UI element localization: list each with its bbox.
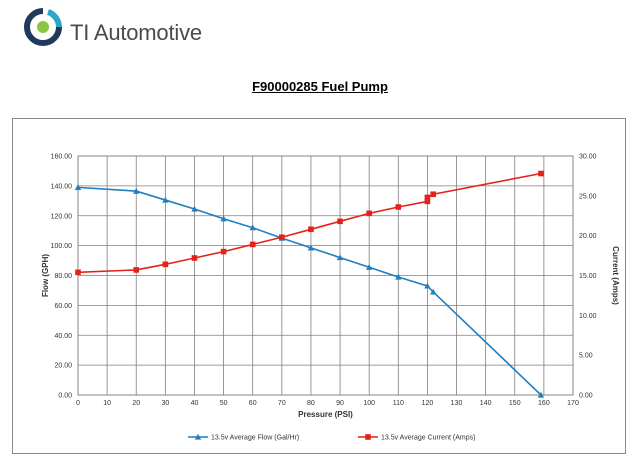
x-tick-label: 90 [336,400,344,407]
x-tick-label: 140 [480,400,492,407]
series-1-point [133,187,140,194]
page-title: F90000285 Fuel Pump [252,79,388,94]
series-2-point [395,204,402,210]
series-1-point [191,205,198,212]
chart-container: 0 10 20 30 40 50 60 70 80 90 100 110 120 130 140 150 160… [12,118,626,454]
series-line-2 [77,172,542,274]
x-tick-label: 60 [249,400,257,407]
legend-marker-2 [365,434,371,440]
x-tick-label: 100 [363,400,375,407]
series-1-point [307,244,315,251]
series-1-point [424,282,431,289]
x-tick-label: 0 [76,400,80,407]
x-tick-label: 80 [307,400,315,407]
series-2-point [308,226,314,233]
series-1-point [365,264,373,270]
x-tick-label: 10 [103,400,111,407]
x-tick-label: 40 [191,400,199,407]
y-right-tick-label: 25.00 [579,193,597,200]
series-2-point [424,194,431,201]
series-2-point [366,210,372,217]
y-left-tick-label: 20.00 [54,363,72,370]
x-tick-label: 50 [220,400,228,407]
series-2-point [337,218,343,225]
y-left-tick-label: 100.00 [51,243,73,250]
legend-label-2: 13.5v Average Current (Amps) [381,435,475,442]
series-1-point [537,391,545,398]
x-tick-label: 170 [567,400,579,407]
y-left-tick-label: 80.00 [54,273,72,280]
y-left-tick-label: 60.00 [54,303,72,310]
series-2-point [538,170,544,177]
y-left-tick-label: 120.00 [51,213,73,220]
series-1-point [430,288,437,295]
y-right-tick-label: 30.00 [579,154,597,161]
x-tick-label: 130 [451,400,463,407]
y-right-tick-label: 5.00 [579,353,593,360]
series-1-point [220,215,227,222]
x-tick-label: 30 [161,400,169,407]
x-tick-label: 160 [538,400,550,407]
y-left-tick-label: 160.00 [51,154,73,161]
series-2-point [220,248,227,255]
legend-label-1: 13.5v Average Flow (Gal/Hr) [211,435,299,442]
y-left-tick-label: 0.00 [58,393,72,400]
y-right-axis-title: Current (Amps) [611,246,620,305]
brand-name: TI Automotive [70,20,202,45]
fuel-pump-chart: 0 10 20 30 40 50 60 70 80 90 100 110 120 130 140 150 160… [41,154,620,442]
series-1-point [336,254,344,261]
brand-logo: TI Automotive [24,8,264,48]
x-tick-label: 110 [393,400,404,407]
series-line-1 [77,186,542,396]
series-1-point [162,196,169,203]
series-2-point [424,198,431,205]
series-2-point [162,261,169,268]
x-axis-title: Pressure (PSI) [298,410,353,419]
y-right-tick-label: 15.00 [579,273,597,280]
y-right-tick-label: 10.00 [579,313,597,320]
x-tick-label: 20 [132,400,140,407]
x-tick-label: 70 [278,400,286,407]
ti-swirl-logo-icon [24,8,62,46]
x-tick-label: 150 [509,400,521,407]
legend-marker-1 [194,433,202,440]
series-2-point [430,191,437,198]
series-2-point [75,269,81,276]
series-2-point [249,241,256,248]
y-right-tick-label: 20.00 [579,233,597,240]
y-left-tick-label: 140.00 [51,183,73,190]
series-2-point [191,255,198,261]
y-left-axis-title: Flow (GPH) [41,254,50,297]
series-1-point [74,184,82,190]
series-2-point [133,267,140,273]
y-right-tick-label: 0.00 [579,393,593,400]
series-1-point [249,224,256,231]
x-tick-label: 120 [422,400,434,407]
y-left-tick-label: 40.00 [54,333,72,340]
series-1-point [395,273,402,280]
series-2-point [279,234,285,241]
